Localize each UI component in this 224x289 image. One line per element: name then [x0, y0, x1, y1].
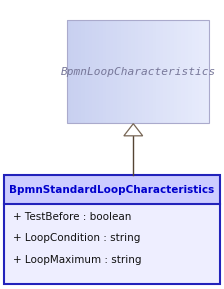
Bar — [82, 20, 85, 123]
Bar — [181, 20, 185, 123]
Bar — [92, 20, 96, 123]
Bar — [167, 20, 170, 123]
Bar — [195, 20, 199, 123]
Bar — [113, 20, 117, 123]
Text: + LoopCondition : string: + LoopCondition : string — [13, 234, 140, 243]
Bar — [188, 20, 192, 123]
Text: + TestBefore : boolean: + TestBefore : boolean — [13, 212, 131, 222]
Bar — [131, 20, 135, 123]
Bar — [67, 20, 71, 123]
Bar — [74, 20, 78, 123]
Bar — [99, 20, 103, 123]
Bar — [163, 20, 167, 123]
Bar — [142, 20, 145, 123]
Polygon shape — [124, 124, 143, 136]
Bar — [96, 20, 99, 123]
Text: + LoopMaximum : string: + LoopMaximum : string — [13, 255, 142, 264]
Bar — [4, 203, 220, 284]
Bar — [71, 20, 74, 123]
Bar — [160, 20, 163, 123]
Bar — [138, 20, 142, 123]
Bar — [177, 20, 181, 123]
Text: BpmnLoopCharacteristics: BpmnLoopCharacteristics — [61, 66, 216, 77]
Bar — [170, 20, 174, 123]
Bar — [206, 20, 209, 123]
Bar — [153, 20, 156, 123]
Bar — [174, 20, 177, 123]
Bar — [106, 20, 110, 123]
Bar — [192, 20, 195, 123]
Bar — [67, 20, 209, 123]
Text: BpmnStandardLoopCharacteristics: BpmnStandardLoopCharacteristics — [9, 184, 215, 194]
Bar — [78, 20, 81, 123]
Bar — [117, 20, 121, 123]
Bar — [110, 20, 113, 123]
Bar — [88, 20, 92, 123]
Bar — [103, 20, 106, 123]
Bar — [85, 20, 88, 123]
Bar — [4, 175, 220, 203]
Bar — [145, 20, 149, 123]
Bar — [128, 20, 131, 123]
Bar — [4, 175, 220, 284]
Bar — [135, 20, 138, 123]
Bar — [149, 20, 153, 123]
Bar — [185, 20, 188, 123]
Bar — [121, 20, 124, 123]
Bar — [156, 20, 160, 123]
Bar — [202, 20, 206, 123]
Bar — [199, 20, 202, 123]
Bar — [124, 20, 128, 123]
